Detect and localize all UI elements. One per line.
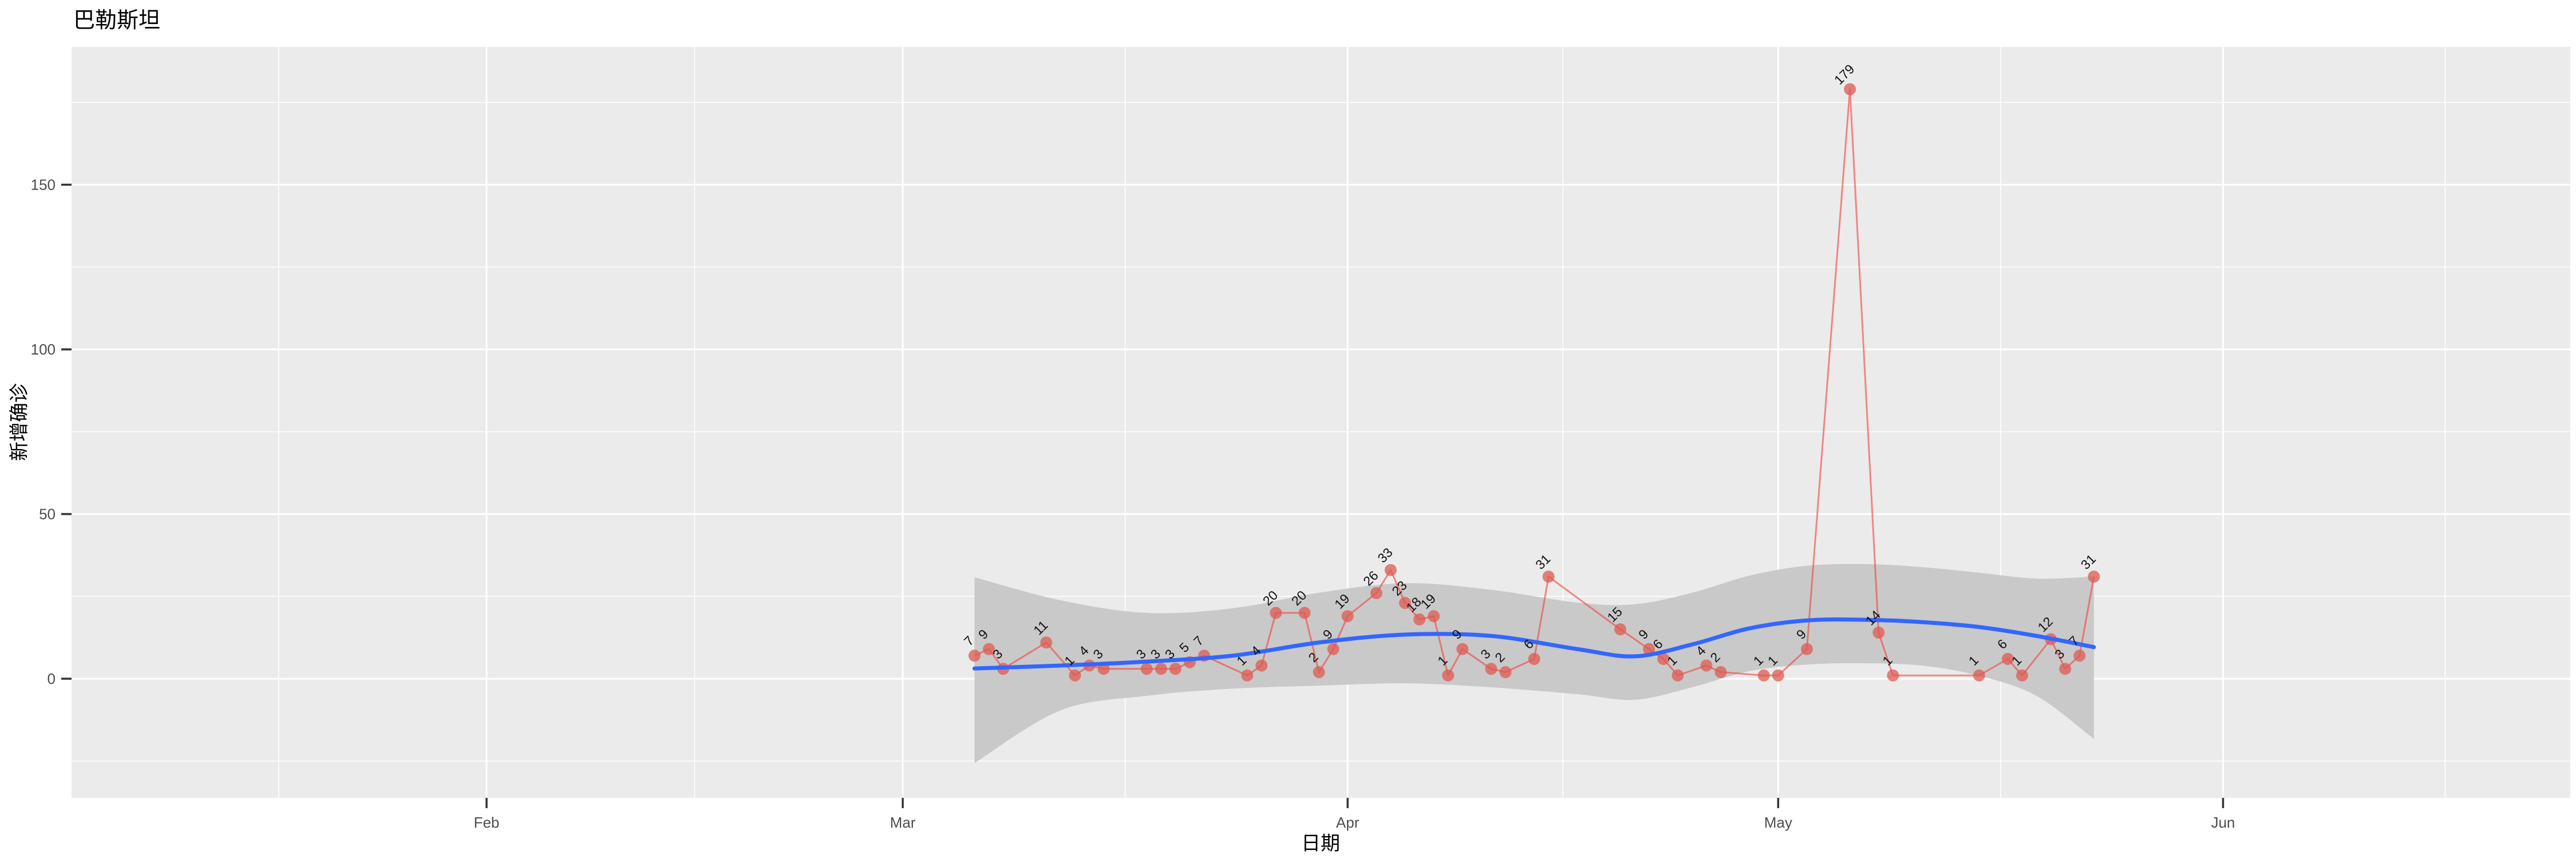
data-point [1069, 670, 1081, 682]
data-point [1758, 670, 1770, 682]
data-point [2059, 663, 2071, 675]
data-point [1327, 643, 1340, 655]
x-tick-label: Apr [1336, 814, 1360, 831]
data-point [1342, 610, 1354, 622]
data-point [1298, 607, 1310, 619]
data-point [1844, 83, 1856, 95]
chart-figure: 7931114333357142020291926332318191932631… [0, 0, 2576, 859]
data-point [1499, 666, 1511, 678]
data-point [1700, 660, 1712, 672]
data-point [1413, 613, 1425, 625]
y-tick-label: 0 [48, 670, 56, 687]
data-point [1155, 663, 1167, 675]
data-point [1141, 663, 1153, 675]
data-point [969, 650, 981, 662]
x-tick-label: Mar [890, 814, 916, 831]
data-point [1887, 670, 1899, 682]
data-point [1872, 627, 1884, 639]
x-tick-label: Jun [2211, 814, 2235, 831]
data-point [1442, 670, 1454, 682]
chart-canvas: 7931114333357142020291926332318191932631… [0, 0, 2576, 859]
data-point [1772, 670, 1784, 682]
data-point [1973, 670, 1985, 682]
y-axis-title: 新增确诊 [9, 383, 30, 461]
data-point [2088, 570, 2100, 582]
y-tick-label: 50 [39, 506, 56, 523]
data-point [2016, 670, 2028, 682]
data-point [1801, 643, 1813, 655]
data-point [1485, 663, 1497, 675]
x-tick-label: May [1764, 814, 1792, 831]
data-point [1543, 570, 1555, 582]
data-point [1614, 623, 1626, 635]
y-tick-label: 100 [31, 341, 56, 358]
data-point [1385, 564, 1397, 576]
data-point [2073, 650, 2085, 662]
data-point [1255, 660, 1267, 672]
data-point [1456, 643, 1468, 655]
data-point [1040, 636, 1052, 648]
data-point [1170, 663, 1182, 675]
x-tick-label: Feb [474, 814, 500, 831]
data-point [1313, 666, 1325, 678]
data-point [1714, 666, 1726, 678]
data-point [1428, 610, 1440, 622]
chart-title: 巴勒斯坦 [73, 9, 160, 33]
x-axis-title: 日期 [1301, 833, 1340, 855]
data-point [1370, 587, 1382, 599]
data-point [1241, 670, 1253, 682]
data-point [1528, 653, 1540, 665]
y-tick-label: 150 [31, 176, 56, 194]
data-point [1672, 670, 1684, 682]
data-point [1270, 607, 1282, 619]
